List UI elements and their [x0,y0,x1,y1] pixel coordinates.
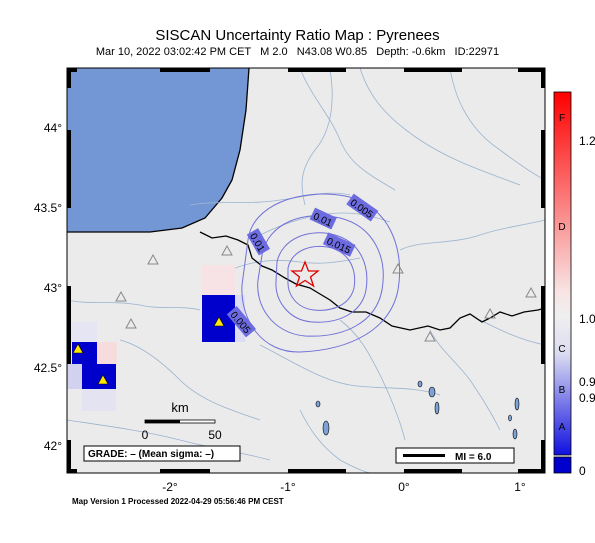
map-title: SISCAN Uncertainty Ratio Map : Pyrenees [155,27,440,44]
x-tick-label: 1° [514,480,526,494]
frame-ticks [67,68,545,473]
epicenter-star-icon [290,260,320,288]
colorbar-left-labels: F D C B A [558,113,565,433]
grade-label: B [559,385,566,396]
station-triangle-icon [72,343,84,354]
scale-unit: km [171,400,188,415]
scale-end: 50 [208,428,222,442]
y-tick-label: 42.5° [34,361,62,375]
station-triangle-icon [525,286,537,298]
station-triangle-icon [115,290,127,302]
station-triangle-icon [213,316,225,327]
y-tick-label: 44° [44,121,62,135]
colorbar-right-labels: 1.2 1.0 0.9 0.9 0 [579,134,595,478]
x-tick-label: -1° [280,480,296,494]
colorbar-zero-swatch [553,456,572,474]
coastline [67,67,250,233]
sea-area [67,68,249,232]
grade-text: GRADE: – (Mean sigma: –) [88,449,214,460]
mi-box [395,447,515,464]
colorbar [553,91,572,456]
grade-label: A [559,422,566,433]
y-tick-label: 43° [44,281,62,295]
station-triangle-icon [221,244,233,256]
station-triangle-icon [424,330,436,342]
station-triangle-icon [392,262,404,274]
x-tick-label: 0° [398,480,410,494]
ratio-label: 0.9 [579,391,595,405]
scale-bar: km 0 50 [142,400,222,442]
grade-label: D [558,222,565,233]
processing-footer: Map Version 1 Processed 2022-04-29 05:56… [72,497,284,506]
event-info: Mar 10, 2022 03:02:42 PM CET M 2.0 N43.0… [95,46,500,58]
grade-box [83,445,241,462]
x-tick-label: -2° [162,480,178,494]
grade-label: C [558,344,565,355]
ratio-label: 0.9 [579,375,595,389]
ratio-label: 1.2 [579,134,595,148]
contours [241,193,401,353]
axis-labels: 44° 43.5° 43° 42.5° 42° -2° -1° 0° 1° [34,121,526,494]
station-markers [72,244,537,385]
ratio-label: 1.0 [579,312,595,326]
y-tick-label: 42° [44,439,62,453]
ratio-label: 0 [579,464,586,478]
station-triangle-icon [484,307,496,319]
station-triangle-icon [97,374,109,385]
uncertainty-tiles [67,265,245,411]
grade-label: F [559,113,565,124]
lakes [315,380,520,440]
scale-start: 0 [142,428,149,442]
station-triangle-icon [147,253,159,265]
station-triangle-icon [125,317,137,329]
mi-text: MI = 6.0 [455,452,492,463]
y-tick-label: 43.5° [34,201,62,215]
